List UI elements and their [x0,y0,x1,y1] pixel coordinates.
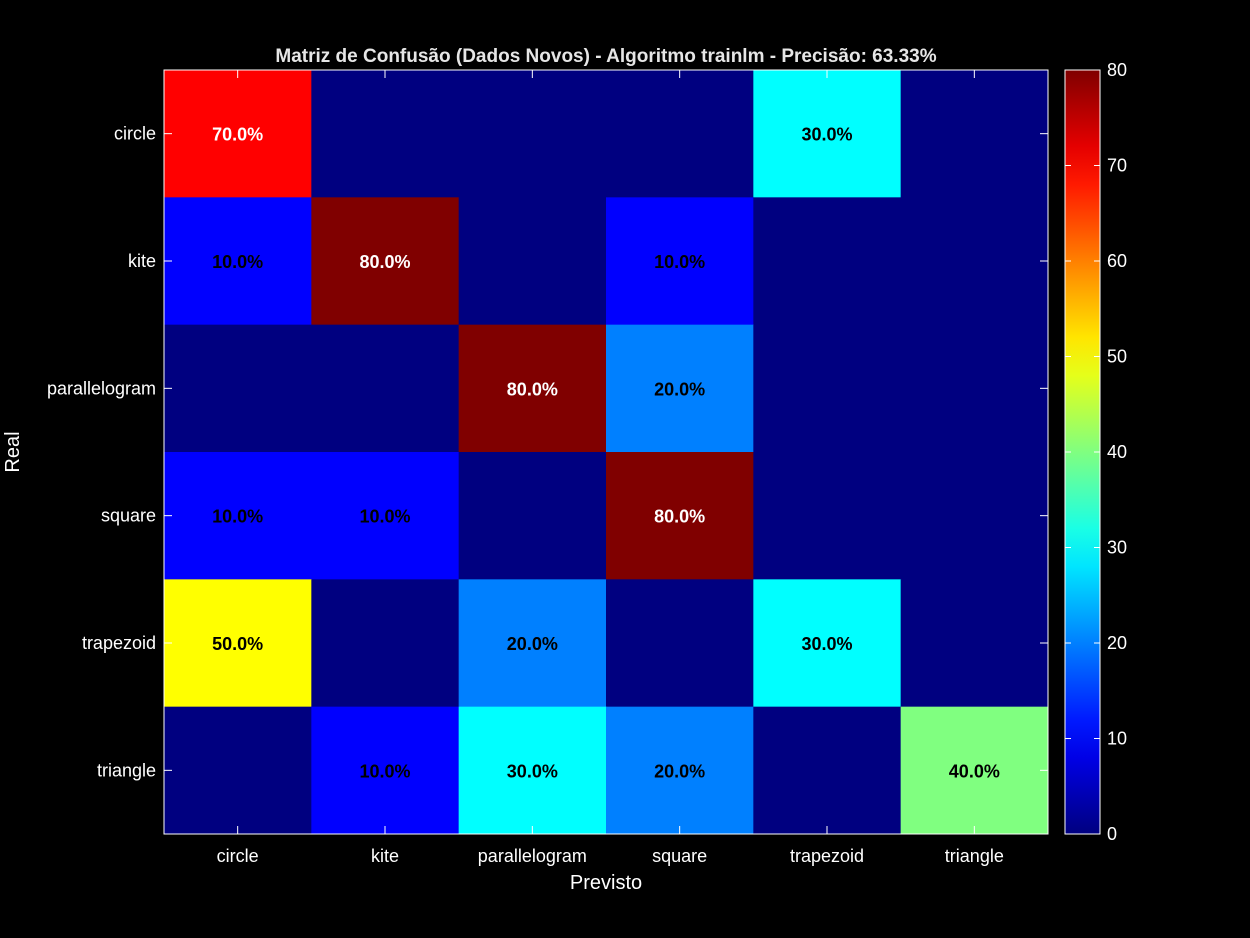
heatmap-cell-square-kite [311,452,460,580]
cell-label-square-square: 80.0% [654,507,705,527]
colorbar-tick-label: 10 [1107,729,1127,749]
cell-label-kite-circle: 10.0% [212,252,263,272]
chart-title: Matriz de Confusão (Dados Novos) - Algor… [275,46,936,67]
x-tick-label-circle: circle [217,846,259,866]
heatmap-cell-kite-parallelogram [458,197,607,326]
colorbar-tick-label: 0 [1107,824,1117,844]
x-tick-label-square: square [652,846,707,866]
cell-label-trapezoid-parallelogram: 20.0% [507,634,558,654]
cell-label-triangle-triangle: 40.0% [949,761,1000,781]
cell-label-parallelogram-parallelogram: 80.0% [507,379,558,399]
x-tick-label-kite: kite [371,846,399,866]
x-axis-ticks: circle kite parallelogram square trapezoid tr… [217,70,1004,866]
cell-label-kite-kite: 80.0% [359,252,410,272]
heatmap-cell-trapezoid-circle [164,579,312,708]
cell-label-trapezoid-trapezoid: 30.0% [801,634,852,654]
x-axis-label: Previsto [570,872,642,894]
cell-label-square-circle: 10.0% [212,507,263,527]
heatmap-cell-parallelogram-kite [311,324,460,453]
heatmap-cell-parallelogram-triangle [900,324,1049,453]
heatmap-cell-square-parallelogram [458,452,607,580]
heatmap-cell-parallelogram-circle [164,324,312,453]
heatmap-cell-parallelogram-trapezoid [753,324,902,453]
heatmap-cell-circle-parallelogram [458,70,607,198]
heatmap-cell-kite-trapezoid [753,197,902,326]
x-tick-label-triangle: triangle [945,846,1004,866]
colorbar-ticks: 0 10 20 30 40 50 60 70 80 [1065,60,1127,844]
colorbar-tick-label: 30 [1107,538,1127,558]
heatmap-cell-triangle-trapezoid [753,706,902,835]
heatmap-cell-circle-kite [311,70,460,198]
heatmap-cell-circle-circle [164,70,312,198]
heatmap-cell-trapezoid-kite [311,579,460,708]
heatmap-cell-kite-kite [311,197,460,326]
heatmap-cell-circle-triangle [900,70,1049,198]
heatmap-cell-triangle-parallelogram [458,706,607,835]
colorbar-tick-label: 60 [1107,251,1127,271]
cell-label-kite-square: 10.0% [654,252,705,272]
colorbar-tick-label: 40 [1107,442,1127,462]
colorbar-tick-label: 70 [1107,156,1127,176]
cell-label-triangle-kite: 10.0% [359,761,410,781]
plot-frame [163,69,1049,835]
heatmap-cell-parallelogram-parallelogram [458,324,607,453]
y-tick-label-parallelogram: parallelogram [47,378,156,398]
cell-label-triangle-square: 20.0% [654,761,705,781]
heatmap-cell-triangle-square [606,706,754,835]
heatmap-cell-trapezoid-triangle [900,579,1049,708]
y-tick-label-kite: kite [128,251,156,271]
colorbar-tick-label: 50 [1107,347,1127,367]
heatmap-cell-square-circle [164,452,312,580]
colorbar-tick-label: 80 [1107,60,1127,80]
y-tick-label-circle: circle [114,124,156,144]
heatmap-cell-square-trapezoid [753,452,902,580]
cell-labels: 70.0% 30.0% 10.0% 80.0% 10.0% 80.0% 20.0% 10.0%… [212,125,1000,782]
heatmap-cells [164,70,1049,835]
colorbar-tick-label: 20 [1107,633,1127,653]
y-tick-label-triangle: triangle [97,760,156,780]
heatmap-cell-kite-circle [164,197,312,326]
y-tick-label-square: square [101,506,156,526]
heatmap-cell-square-square [606,452,754,580]
cell-label-square-kite: 10.0% [359,507,410,527]
heatmap-cell-trapezoid-square [606,579,754,708]
x-tick-label-parallelogram: parallelogram [478,846,587,866]
cell-label-parallelogram-square: 20.0% [654,379,705,399]
cell-label-trapezoid-circle: 50.0% [212,634,263,654]
y-tick-label-trapezoid: trapezoid [82,633,156,653]
heatmap-cell-kite-square [606,197,754,326]
heatmap-cell-circle-square [606,70,754,198]
heatmap-cell-triangle-kite [311,706,460,835]
x-tick-label-trapezoid: trapezoid [790,846,864,866]
heatmap-cell-circle-trapezoid [753,70,902,198]
heatmap-cell-triangle-circle [164,706,312,835]
y-axis-ticks: circle kite parallelogram square trapezoid tr… [47,124,1048,780]
y-axis-label: Real [2,431,24,472]
heatmap-cell-trapezoid-trapezoid [753,579,902,708]
heatmap-cell-trapezoid-parallelogram [458,579,607,708]
heatmap-cell-kite-triangle [900,197,1049,326]
heatmap-cell-parallelogram-square [606,324,754,453]
cell-label-circle-circle: 70.0% [212,125,263,145]
heatmap-cell-square-triangle [900,452,1049,580]
heatmap-cell-triangle-triangle [900,706,1049,835]
cell-label-circle-trapezoid: 30.0% [801,125,852,145]
cell-label-triangle-parallelogram: 30.0% [507,761,558,781]
